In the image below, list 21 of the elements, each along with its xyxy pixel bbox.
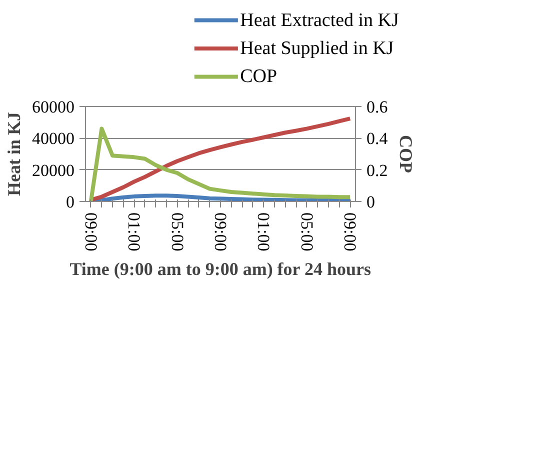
x-axis-title: Time (9:00 am to 9:00 am) for 24 hours [70, 259, 371, 280]
x-tick-label: 01:00 [124, 212, 144, 252]
x-tick-label: 09:00 [211, 212, 230, 252]
legend-label: Heat Extracted in KJ [240, 10, 399, 31]
legend-label: COP [240, 66, 278, 88]
y-axis-title: Heat in KJ [4, 112, 24, 196]
x-tick-label: 05:00 [168, 212, 187, 252]
y-tick-label: 0 [66, 192, 74, 212]
x-tick-label: 05:00 [297, 212, 316, 252]
x-tick-label: 01:00 [254, 212, 274, 252]
x-tick-label: 09:00 [81, 212, 100, 252]
y2-tick-label: 0.2 [366, 160, 388, 180]
y2-tick-label: 0 [366, 192, 375, 212]
y-tick-label: 20000 [32, 160, 74, 180]
legend-label: Heat Supplied in KJ [240, 38, 394, 59]
y2-tick-label: 0.4 [366, 129, 388, 148]
y2-tick-label: 0.6 [366, 98, 388, 116]
y-tick-label: 60000 [32, 98, 74, 116]
x-tick-label: 09:00 [340, 212, 360, 252]
y2-axis-title: COP [396, 135, 416, 173]
y-tick-label: 40000 [32, 129, 74, 148]
